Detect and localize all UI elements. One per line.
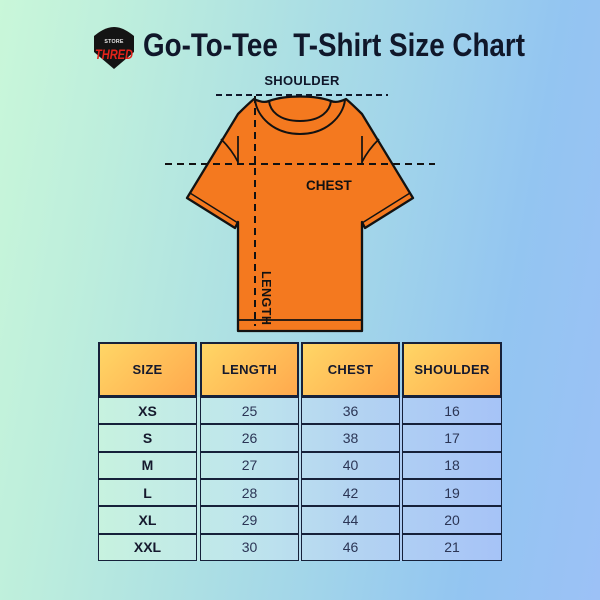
svg-text:LENGTH: LENGTH <box>259 271 273 325</box>
svg-text:CHEST: CHEST <box>306 178 353 193</box>
